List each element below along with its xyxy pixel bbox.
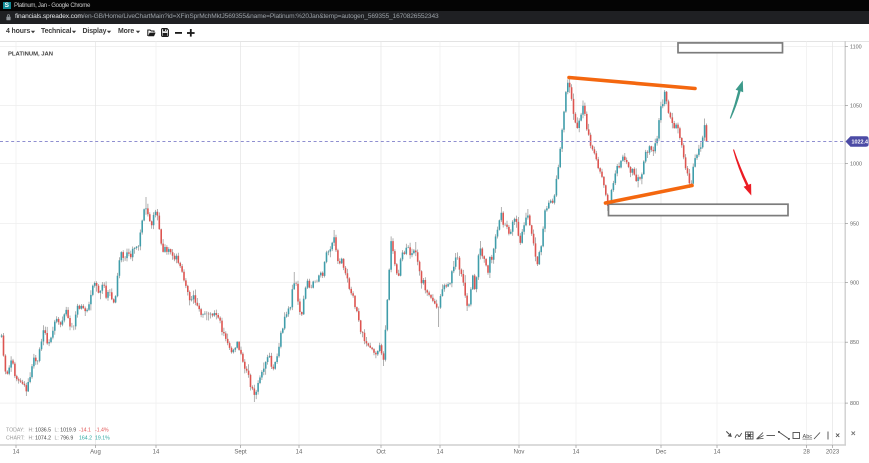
svg-text:Dec: Dec <box>656 450 667 456</box>
svg-text:900: 900 <box>850 281 859 287</box>
svg-text:14: 14 <box>296 450 303 456</box>
svg-text:1100: 1100 <box>850 45 862 51</box>
svg-text:14: 14 <box>13 450 20 456</box>
svg-text:19.1%: 19.1% <box>95 436 110 442</box>
svg-text:Nov: Nov <box>514 450 525 456</box>
svg-text:L: 796.9: L: 796.9 <box>55 436 74 442</box>
svg-text:-1.4%: -1.4% <box>95 428 109 434</box>
svg-text:14: 14 <box>573 450 580 456</box>
svg-text:800: 800 <box>850 401 859 407</box>
svg-text:-14.1: -14.1 <box>79 428 91 434</box>
svg-text:1022.4: 1022.4 <box>852 140 869 146</box>
svg-text:2023: 2023 <box>826 450 840 456</box>
svg-text:164.2: 164.2 <box>79 436 92 442</box>
svg-text:1050: 1050 <box>850 104 862 110</box>
svg-text:Abc: Abc <box>803 434 813 440</box>
svg-text:L: 1019.9: L: 1019.9 <box>55 428 77 434</box>
svg-text:14: 14 <box>153 450 160 456</box>
svg-text:Sept: Sept <box>234 450 247 456</box>
svg-text:850: 850 <box>850 340 859 346</box>
svg-text:Oct: Oct <box>376 450 386 456</box>
svg-text:28: 28 <box>803 450 810 456</box>
svg-text:CHART:: CHART: <box>6 436 25 442</box>
svg-text:PLATINUM, JAN: PLATINUM, JAN <box>8 52 53 58</box>
svg-text:950: 950 <box>850 221 859 227</box>
svg-text:Aug: Aug <box>90 450 101 456</box>
svg-text:14: 14 <box>714 450 721 456</box>
svg-text:14: 14 <box>437 450 444 456</box>
svg-text:H: 1036.5: H: 1036.5 <box>29 428 52 434</box>
svg-text:TODAY:: TODAY: <box>6 428 25 434</box>
svg-text:1000: 1000 <box>850 162 862 168</box>
svg-text:H: 1074.2: H: 1074.2 <box>29 436 52 442</box>
